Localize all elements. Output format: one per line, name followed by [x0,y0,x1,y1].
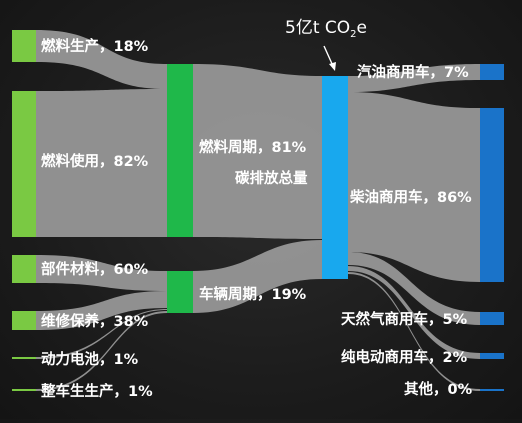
label-natural-gas-cv: 天然气商用车，5% [341,310,468,328]
node-other [480,389,504,391]
node-bev-cv [480,353,504,359]
node-total-emissions [322,76,348,279]
label-fuel-use: 燃料使用，82% [41,152,149,170]
flow-fuel-use-to-fuel-cycle [36,89,167,237]
annotation-text: 5亿t CO [285,18,350,38]
flow-total-to-natural-gas [348,252,480,325]
flow-fuel-production-to-fuel-cycle [36,30,167,89]
label-maintenance: 维修保养，38% [41,312,149,330]
flows [36,30,480,391]
flow-parts-to-vehicle-cycle [36,255,167,291]
label-total-emissions: 碳排放总量 [235,169,308,187]
node-parts-materials [12,255,36,283]
node-power-battery [12,357,36,359]
node-fuel-cycle [167,64,193,237]
label-parts-materials: 部件材料，60% [41,260,149,278]
node-fuel-use [12,91,36,237]
node-fuel-production [12,30,36,62]
flow-total-to-gasoline [348,64,480,92]
node-gasoline-cv [480,64,504,80]
label-vehicle-cycle: 车辆周期，19% [199,285,307,303]
label-bev-cv: 纯电动商用车，2% [341,348,468,366]
node-natural-gas-cv [480,312,504,325]
label-fuel-cycle: 燃料周期，81% [199,138,307,156]
annotation-total: 5亿t CO2e [285,18,367,40]
node-maintenance [12,311,36,330]
flow-maintenance-to-vehicle-cycle [36,291,167,330]
annotation-subscript: 2 [350,29,356,40]
node-vehicle-production [12,389,36,391]
label-power-battery: 动力电池，1% [41,350,139,368]
annotation-arrow [323,45,336,71]
label-gasoline-cv: 汽油商用车，7% [357,63,469,81]
flow-total-to-diesel [348,92,480,282]
flow-fuel-cycle-to-total [193,64,322,239]
label-fuel-production: 燃料生产，18% [41,37,149,55]
label-diesel-cv: 柴油商用车，86% [349,188,472,206]
node-vehicle-cycle [167,271,193,313]
annotation-suffix: e [357,18,367,38]
node-diesel-cv [480,108,504,282]
flow-vehicle-cycle-to-total [193,240,322,313]
label-other: 其他，0% [404,380,473,398]
label-vehicle-production: 整车生生产，1% [41,382,153,400]
